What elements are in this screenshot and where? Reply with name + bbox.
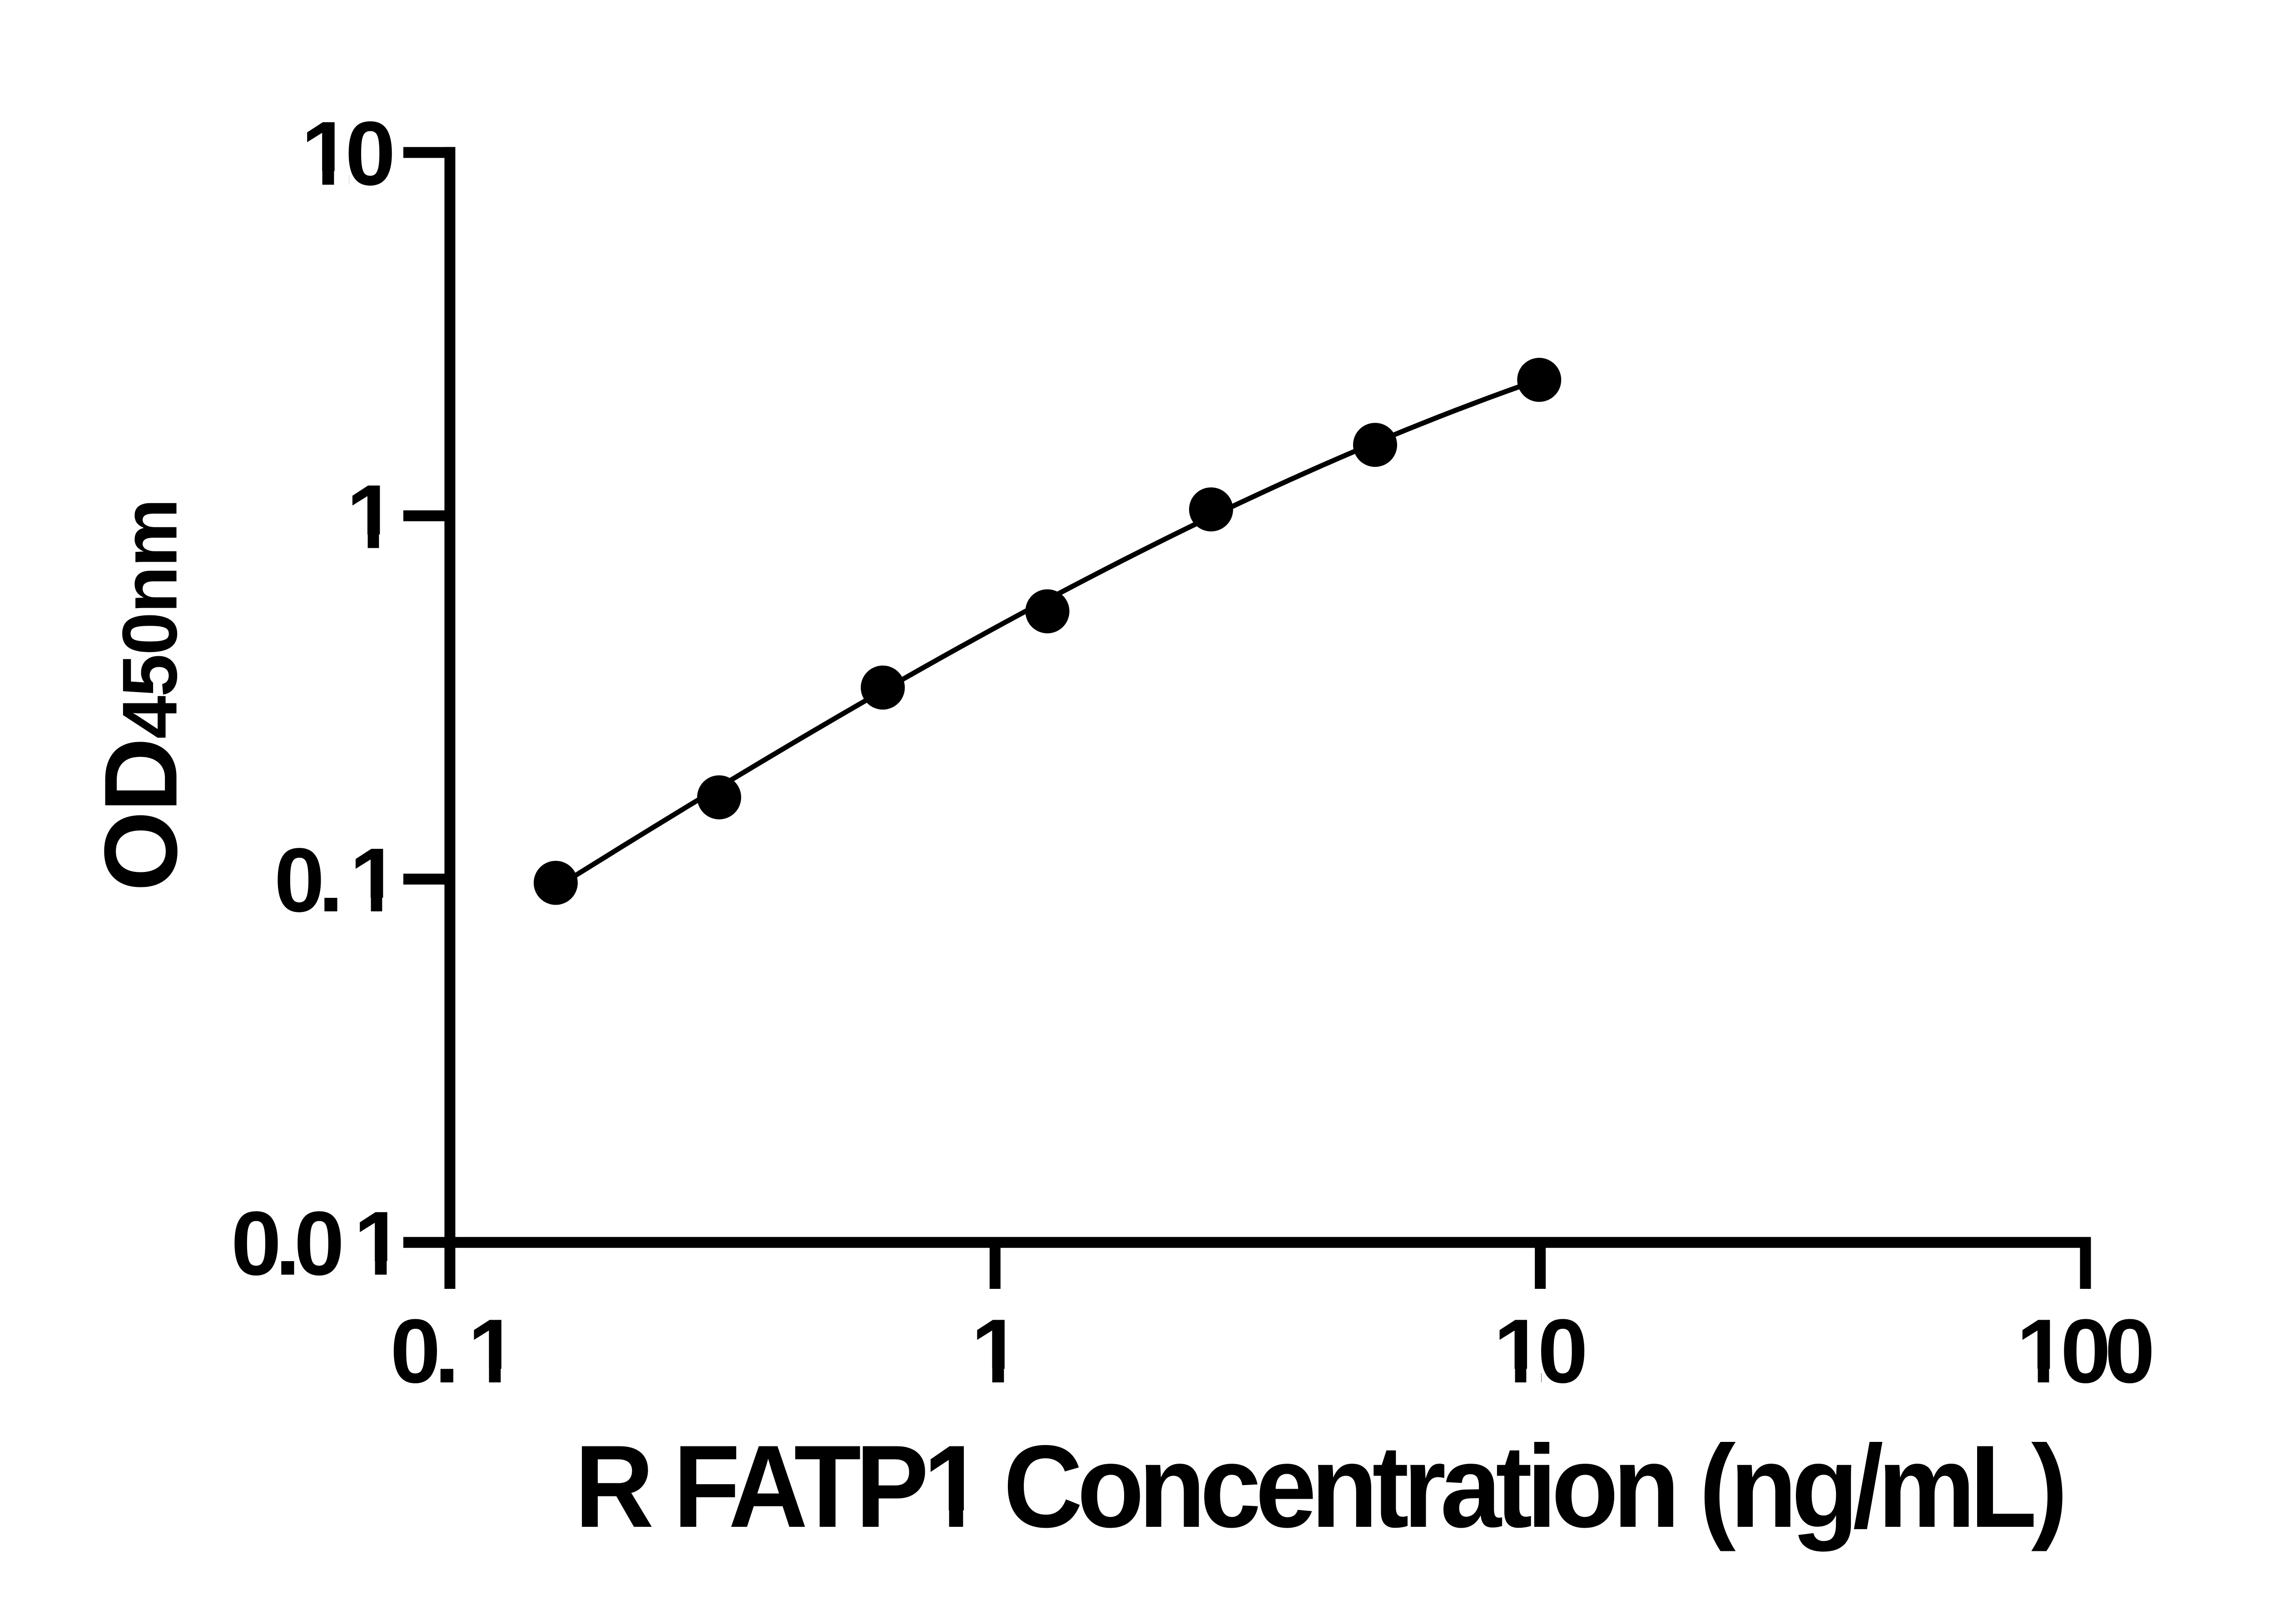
svg-text:R FATP1 Concentration (ng/mL): R FATP1 Concentration (ng/mL): [575, 1421, 2063, 1552]
svg-text:10: 10: [301, 103, 392, 204]
svg-text:10: 10: [1493, 1301, 1585, 1402]
svg-text:1: 1: [971, 1301, 1019, 1402]
svg-text:1: 1: [346, 466, 394, 568]
svg-text:0.01: 0.0 1: [231, 1193, 402, 1294]
svg-text:OD450nm: OD450nm: [84, 500, 199, 891]
svg-text:0.1: 0. 1: [390, 1301, 516, 1402]
svg-text:0.1: 0. 1: [274, 830, 398, 931]
svg-text:100: 100: [2016, 1301, 2152, 1402]
